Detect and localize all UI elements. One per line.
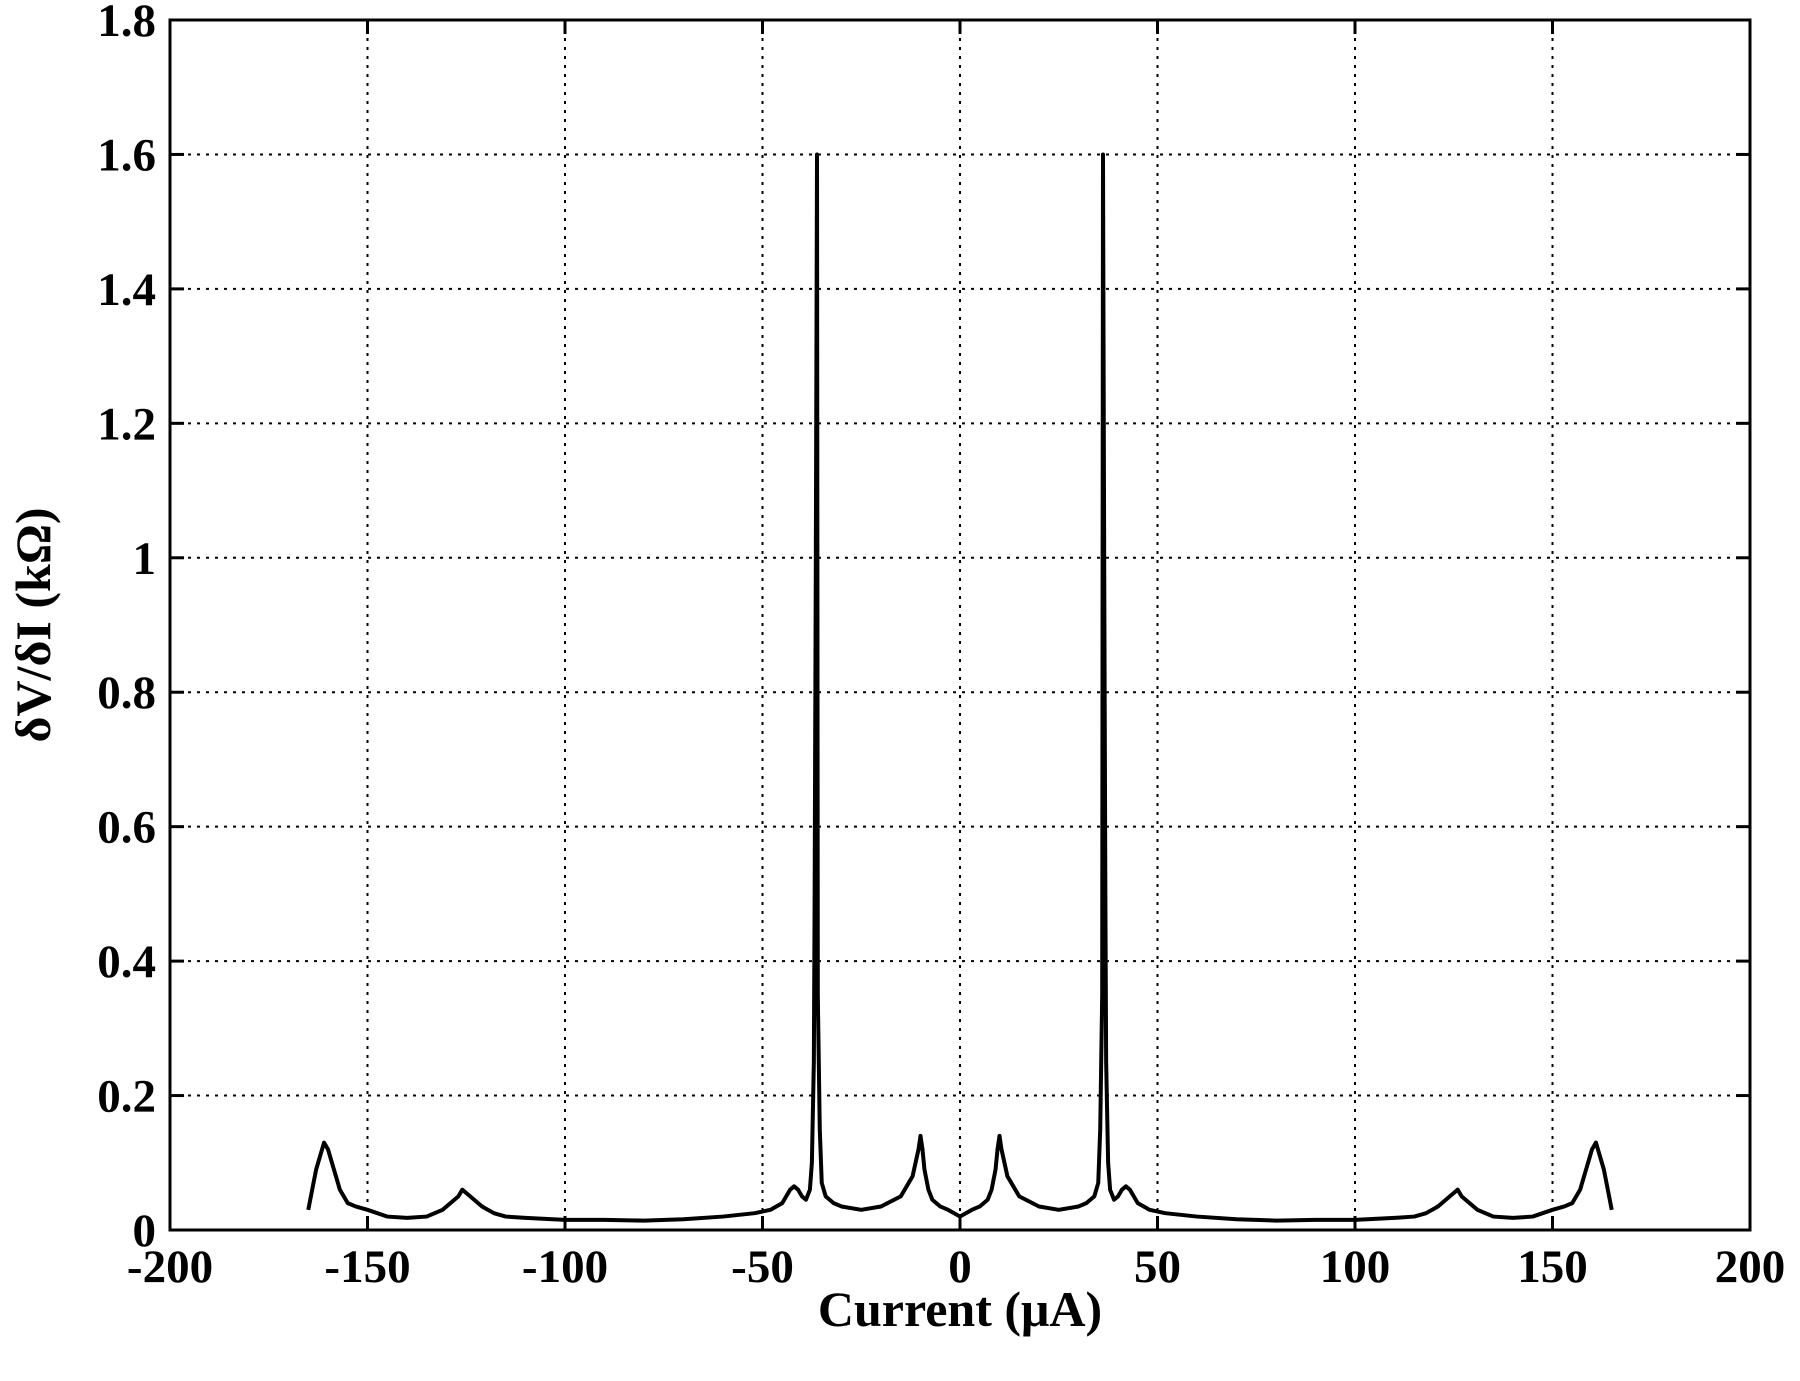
x-tick-label: 50 (1134, 1241, 1181, 1293)
x-tick-label: -100 (522, 1241, 608, 1293)
x-axis-title: Current (μA) (818, 1281, 1102, 1337)
y-axis-title: δV/δI (kΩ) (5, 507, 61, 742)
x-tick-label: 150 (1517, 1241, 1588, 1293)
y-tick-label: 0.2 (97, 1071, 156, 1123)
y-tick-labels: 0 0.2 0.4 0.6 0.8 1 1.2 1.4 1.6 1.8 (97, 0, 156, 1257)
x-tick-label: -50 (731, 1241, 794, 1293)
y-tick-label: 1.6 (97, 129, 156, 181)
y-tick-label: 1.4 (97, 264, 156, 316)
y-tick-label: 0.6 (97, 802, 156, 854)
x-tick-label: -200 (127, 1241, 213, 1293)
grid (170, 20, 1750, 1230)
y-tick-label: 0 (133, 1205, 157, 1257)
x-tick-label: 0 (948, 1241, 972, 1293)
x-tick-label: 200 (1715, 1241, 1786, 1293)
ticks (168, 18, 1752, 1232)
y-tick-label: 0.8 (97, 667, 156, 719)
x-tick-label: -150 (324, 1241, 410, 1293)
x-tick-label: 100 (1320, 1241, 1391, 1293)
y-tick-label: 1.8 (97, 0, 156, 47)
y-tick-label: 0.4 (97, 936, 156, 988)
y-tick-label: 1.2 (97, 398, 156, 450)
y-tick-label: 1 (133, 533, 157, 585)
x-tick-labels: -200 -150 -100 -50 0 50 100 150 200 (127, 1241, 1785, 1293)
